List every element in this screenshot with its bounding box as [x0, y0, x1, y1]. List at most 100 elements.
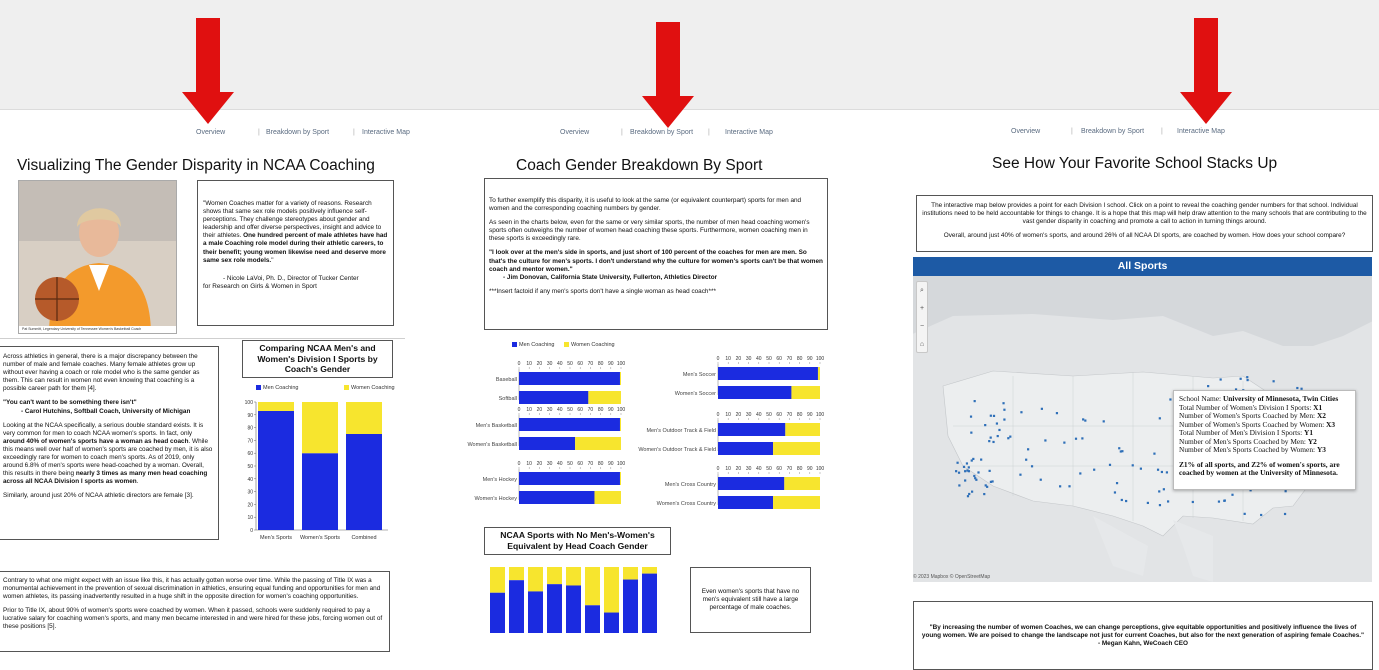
nav-separator: |	[1161, 128, 1163, 135]
school-point-icon	[1223, 499, 1226, 502]
bar-men-coaching	[585, 605, 600, 633]
bar-women-coaching	[642, 567, 657, 574]
no-equivalent-chart-title: NCAA Sports with No Men's-Women's Equiva…	[484, 527, 671, 555]
school-point-icon	[1120, 498, 1123, 502]
school-point-icon	[1219, 378, 1222, 381]
school-point-icon	[1260, 513, 1263, 517]
x-tick-label: 90	[807, 466, 813, 472]
no-equivalent-note: Even women's sports that have no men's e…	[690, 567, 811, 633]
photo-caption: Pat Summitt, Legendary University of Ten…	[19, 326, 176, 333]
nav-breakdown-by-sport[interactable]: Breakdown by Sport	[1081, 128, 1145, 135]
nav-overview[interactable]: Overview	[1011, 128, 1041, 135]
x-tick-label: 0	[518, 407, 521, 413]
x-tick-label: 60	[776, 412, 782, 418]
nav-interactive-map[interactable]: Interactive Map	[725, 129, 773, 136]
body-paragraph: To further exemplify this disparity, it …	[489, 197, 802, 213]
comparison-chart-title: Comparing NCAA Men's and Women's Divisio…	[242, 340, 393, 378]
bar-women-coaching	[509, 567, 524, 581]
tooltip-value: X3	[1326, 419, 1336, 429]
y-tick-label: 0	[250, 528, 253, 534]
x-tick-label: 10	[725, 356, 731, 362]
bar-men-coaching	[718, 442, 774, 455]
x-tick-label: 60	[776, 466, 782, 472]
school-point-icon	[1153, 452, 1156, 455]
body-paragraph: Overall, around just 40% of women's spor…	[943, 232, 1346, 240]
school-point-icon	[991, 480, 994, 483]
bar-label: Women's Cross Country	[657, 501, 717, 507]
school-point-icon	[1121, 450, 1124, 453]
y-tick-label: 20	[247, 502, 253, 508]
x-tick-label: 0	[717, 466, 720, 472]
x-tick-label: 0	[717, 412, 720, 418]
coach-photo-illustration	[19, 181, 176, 333]
y-tick-label: 30	[247, 490, 253, 496]
x-tick-label: 70	[787, 466, 793, 472]
school-point-icon	[1108, 463, 1112, 466]
kahn-quote-box: "By increasing the number of women Coach…	[913, 601, 1373, 670]
school-point-icon	[1081, 437, 1084, 440]
tooltip-label: School Name:	[1179, 394, 1223, 403]
x-tick-label: 80	[797, 466, 803, 472]
zoom-in-icon[interactable]: +	[919, 305, 925, 312]
school-point-icon	[956, 461, 959, 464]
bar-women-coaching	[785, 423, 820, 436]
nav-separator: |	[353, 129, 355, 136]
nav-breakdown-by-sport[interactable]: Breakdown by Sport	[630, 129, 694, 136]
page-title: Visualizing The Gender Disparity in NCAA…	[17, 157, 375, 174]
nav-interactive-map[interactable]: Interactive Map	[362, 129, 410, 136]
school-point-icon	[958, 484, 961, 487]
factoid-placeholder: ***Insert factoid if any men's sports do…	[489, 287, 716, 295]
school-point-icon	[1118, 447, 1121, 450]
school-point-icon	[988, 440, 991, 443]
school-point-icon	[969, 415, 973, 418]
school-point-icon	[967, 470, 970, 473]
quote-bold-text: One hundred percent of male athletes hav…	[203, 232, 388, 264]
bar-women-coaching	[791, 386, 820, 399]
bar-label: Women's Hockey	[474, 496, 517, 502]
nav-interactive-map[interactable]: Interactive Map	[1177, 128, 1225, 135]
nav-breakdown-by-sport[interactable]: Breakdown by Sport	[266, 129, 330, 136]
bar-men-coaching	[623, 579, 638, 633]
school-point-icon	[1234, 388, 1238, 391]
x-tick-label: 70	[588, 407, 594, 413]
school-point-icon	[1146, 501, 1149, 505]
school-point-icon	[1084, 419, 1087, 422]
x-tick-label: 90	[608, 407, 614, 413]
x-tick-label: 20	[736, 466, 742, 472]
school-point-icon	[1002, 402, 1005, 405]
x-tick-label: 90	[608, 361, 614, 367]
bar-men-coaching	[490, 592, 505, 633]
zoom-out-icon[interactable]: −	[919, 323, 925, 330]
x-tick-label: 100	[617, 361, 626, 367]
bar-label: Men's Hockey	[483, 477, 518, 483]
y-tick-label: 70	[247, 438, 253, 444]
x-tick-label: 60	[776, 356, 782, 362]
school-point-icon	[1003, 408, 1006, 411]
nav-overview[interactable]: Overview	[560, 129, 590, 136]
x-tick-label: 10	[526, 407, 532, 413]
bar-men-coaching	[566, 585, 581, 633]
school-point-icon	[1119, 450, 1122, 453]
school-point-icon	[1025, 458, 1028, 461]
school-point-icon	[1158, 504, 1162, 507]
school-point-icon	[965, 462, 969, 465]
school-point-icon	[977, 471, 980, 474]
map-search-icon[interactable]: ⌕	[920, 287, 924, 294]
school-point-icon	[989, 436, 992, 439]
map-intro-box: The interactive map below provides a poi…	[916, 195, 1373, 252]
home-icon[interactable]: ⌂	[919, 341, 925, 348]
school-point-icon	[970, 490, 974, 493]
school-point-icon	[1283, 512, 1287, 516]
bar-men-coaching	[528, 591, 543, 633]
x-tick-label: 20	[537, 461, 543, 467]
us-map-drawing	[913, 276, 1372, 582]
bar-women-coaching	[623, 567, 638, 580]
x-tick-label: 40	[756, 356, 762, 362]
school-point-icon	[1115, 482, 1119, 485]
bar-women-coaching	[588, 391, 621, 404]
bar-women-coaching	[619, 472, 621, 485]
nav-overview[interactable]: Overview	[196, 129, 226, 136]
nav-separator: |	[708, 129, 710, 136]
school-point-icon	[1079, 472, 1082, 475]
bar-women-coaching	[817, 367, 820, 380]
